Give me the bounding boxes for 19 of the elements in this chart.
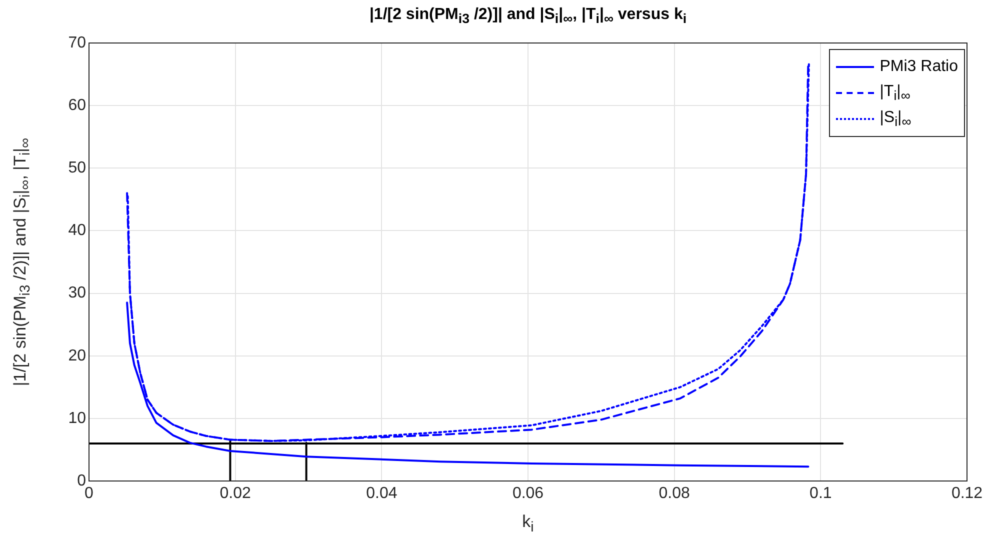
y-tick-label: 60: [68, 96, 86, 114]
y-tick-label: 10: [68, 410, 86, 427]
legend-label: |T$_{i}$|$_{∞}$: [880, 82, 910, 104]
legend-label: |S$_{i}$|$_{∞}$: [880, 108, 912, 130]
y-tick-label: 0: [77, 472, 86, 490]
x-tick-label: 0.08: [658, 485, 690, 502]
y-tick-label: 20: [68, 347, 86, 364]
x-tick-label: 0.12: [951, 485, 983, 502]
y-tick-label: 30: [68, 284, 86, 302]
chart-title: |1/[2 sin(PM$_{i}$$_{3}$ /2)]| and |S$_{i}$|$_{∞}$, |T$_{i}$|$_{∞}$ versus k$_{i}$: [369, 6, 687, 26]
x-tick-label: 0.04: [366, 485, 398, 502]
legend-label: PMi3 Ratio: [880, 58, 958, 76]
y-tick-label: 50: [68, 160, 86, 177]
y-tick-label: 70: [68, 34, 86, 52]
x-tick-label: 0.1: [810, 485, 832, 502]
x-tick-label: 0.06: [512, 485, 544, 502]
x-tick-label: 0.02: [220, 485, 252, 502]
y-tick-label: 40: [68, 222, 86, 240]
x-axis-title: k$_{i}$: [521, 512, 535, 536]
